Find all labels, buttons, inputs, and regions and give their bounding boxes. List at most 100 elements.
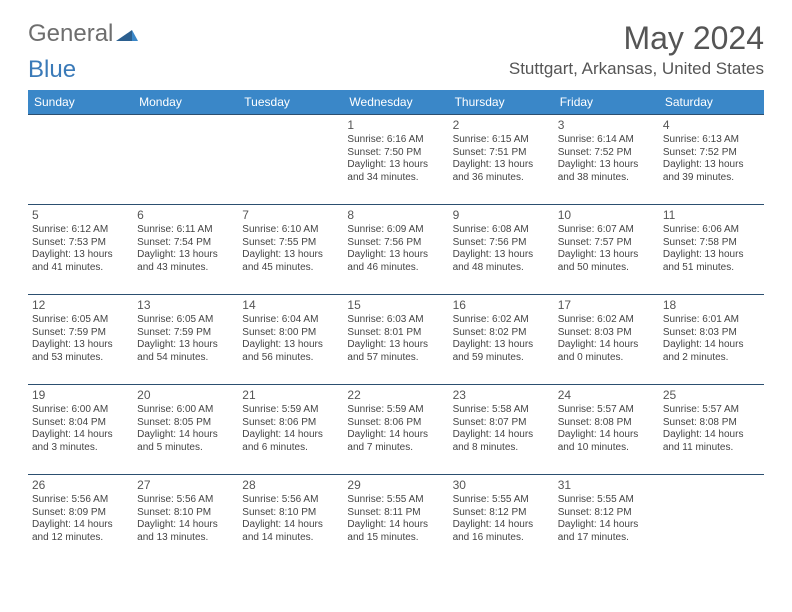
calendar-day-cell: 14Sunrise: 6:04 AMSunset: 8:00 PMDayligh… [238,295,343,385]
sunset-line: Sunset: 8:03 PM [663,327,760,340]
calendar-day-cell: 17Sunrise: 6:02 AMSunset: 8:03 PMDayligh… [554,295,659,385]
daylight-line: Daylight: 13 hours and 57 minutes. [347,339,444,364]
weekday-header-row: SundayMondayTuesdayWednesdayThursdayFrid… [28,90,764,115]
sunset-line: Sunset: 8:10 PM [137,507,234,520]
calendar-day-cell: 22Sunrise: 5:59 AMSunset: 8:06 PMDayligh… [343,385,448,475]
day-number: 12 [32,298,129,313]
day-number: 14 [242,298,339,313]
daylight-line: Daylight: 14 hours and 17 minutes. [558,519,655,544]
daylight-line: Daylight: 13 hours and 41 minutes. [32,249,129,274]
day-number: 22 [347,388,444,403]
sunrise-line: Sunrise: 6:02 AM [558,314,655,327]
day-number: 17 [558,298,655,313]
daylight-line: Daylight: 13 hours and 51 minutes. [663,249,760,274]
day-number: 16 [453,298,550,313]
sunset-line: Sunset: 7:53 PM [32,237,129,250]
sunset-line: Sunset: 8:00 PM [242,327,339,340]
daylight-line: Daylight: 14 hours and 10 minutes. [558,429,655,454]
sunrise-line: Sunrise: 5:56 AM [32,494,129,507]
sunrise-line: Sunrise: 6:15 AM [453,134,550,147]
sunrise-line: Sunrise: 5:57 AM [663,404,760,417]
sunset-line: Sunset: 7:52 PM [558,147,655,160]
sunset-line: Sunset: 8:07 PM [453,417,550,430]
daylight-line: Daylight: 13 hours and 45 minutes. [242,249,339,274]
daylight-line: Daylight: 13 hours and 43 minutes. [137,249,234,274]
day-number: 30 [453,478,550,493]
sunrise-line: Sunrise: 6:02 AM [453,314,550,327]
day-number: 5 [32,208,129,223]
day-number: 3 [558,118,655,133]
daylight-line: Daylight: 13 hours and 50 minutes. [558,249,655,274]
daylight-line: Daylight: 14 hours and 5 minutes. [137,429,234,454]
sunrise-line: Sunrise: 5:57 AM [558,404,655,417]
weekday-header: Wednesday [343,90,448,115]
day-number: 19 [32,388,129,403]
weekday-header: Thursday [449,90,554,115]
sunrise-line: Sunrise: 5:55 AM [347,494,444,507]
sunset-line: Sunset: 7:52 PM [663,147,760,160]
sunrise-line: Sunrise: 6:04 AM [242,314,339,327]
calendar-day-cell: 29Sunrise: 5:55 AMSunset: 8:11 PMDayligh… [343,475,448,565]
sunset-line: Sunset: 7:58 PM [663,237,760,250]
sunset-line: Sunset: 7:56 PM [347,237,444,250]
weekday-header: Sunday [28,90,133,115]
daylight-line: Daylight: 13 hours and 38 minutes. [558,159,655,184]
daylight-line: Daylight: 14 hours and 15 minutes. [347,519,444,544]
sunset-line: Sunset: 8:08 PM [663,417,760,430]
calendar-day-cell: 2Sunrise: 6:15 AMSunset: 7:51 PMDaylight… [449,115,554,205]
calendar-day-cell: 1Sunrise: 6:16 AMSunset: 7:50 PMDaylight… [343,115,448,205]
calendar-day-cell: 23Sunrise: 5:58 AMSunset: 8:07 PMDayligh… [449,385,554,475]
sunrise-line: Sunrise: 5:59 AM [347,404,444,417]
calendar-day-cell: 25Sunrise: 5:57 AMSunset: 8:08 PMDayligh… [659,385,764,475]
day-number: 27 [137,478,234,493]
sunset-line: Sunset: 7:51 PM [453,147,550,160]
daylight-line: Daylight: 14 hours and 11 minutes. [663,429,760,454]
sunset-line: Sunset: 7:59 PM [137,327,234,340]
daylight-line: Daylight: 13 hours and 36 minutes. [453,159,550,184]
calendar-day-cell: 31Sunrise: 5:55 AMSunset: 8:12 PMDayligh… [554,475,659,565]
sunset-line: Sunset: 7:50 PM [347,147,444,160]
daylight-line: Daylight: 13 hours and 56 minutes. [242,339,339,364]
sunset-line: Sunset: 8:06 PM [242,417,339,430]
daylight-line: Daylight: 13 hours and 34 minutes. [347,159,444,184]
calendar-day-cell: 27Sunrise: 5:56 AMSunset: 8:10 PMDayligh… [133,475,238,565]
daylight-line: Daylight: 13 hours and 39 minutes. [663,159,760,184]
sunset-line: Sunset: 7:54 PM [137,237,234,250]
sunrise-line: Sunrise: 6:11 AM [137,224,234,237]
day-number: 31 [558,478,655,493]
daylight-line: Daylight: 13 hours and 53 minutes. [32,339,129,364]
day-number: 10 [558,208,655,223]
calendar-day-cell: 26Sunrise: 5:56 AMSunset: 8:09 PMDayligh… [28,475,133,565]
sunset-line: Sunset: 7:56 PM [453,237,550,250]
calendar-day-cell: 12Sunrise: 6:05 AMSunset: 7:59 PMDayligh… [28,295,133,385]
sunrise-line: Sunrise: 6:01 AM [663,314,760,327]
sunrise-line: Sunrise: 6:09 AM [347,224,444,237]
weekday-header: Tuesday [238,90,343,115]
sunrise-line: Sunrise: 6:10 AM [242,224,339,237]
sunrise-line: Sunrise: 5:59 AM [242,404,339,417]
daylight-line: Daylight: 13 hours and 59 minutes. [453,339,550,364]
sunset-line: Sunset: 7:57 PM [558,237,655,250]
calendar-day-cell: 15Sunrise: 6:03 AMSunset: 8:01 PMDayligh… [343,295,448,385]
logo-text-blue: Blue [28,56,76,83]
sunrise-line: Sunrise: 5:56 AM [242,494,339,507]
day-number: 26 [32,478,129,493]
sunset-line: Sunset: 8:03 PM [558,327,655,340]
calendar-week-row: 5Sunrise: 6:12 AMSunset: 7:53 PMDaylight… [28,205,764,295]
day-number: 29 [347,478,444,493]
sunrise-line: Sunrise: 6:08 AM [453,224,550,237]
daylight-line: Daylight: 14 hours and 2 minutes. [663,339,760,364]
sunset-line: Sunset: 8:12 PM [453,507,550,520]
daylight-line: Daylight: 13 hours and 48 minutes. [453,249,550,274]
calendar-day-cell: 3Sunrise: 6:14 AMSunset: 7:52 PMDaylight… [554,115,659,205]
calendar-day-cell: 18Sunrise: 6:01 AMSunset: 8:03 PMDayligh… [659,295,764,385]
calendar-week-row: 26Sunrise: 5:56 AMSunset: 8:09 PMDayligh… [28,475,764,565]
calendar-day-cell: 30Sunrise: 5:55 AMSunset: 8:12 PMDayligh… [449,475,554,565]
day-number: 13 [137,298,234,313]
calendar-day-cell: 10Sunrise: 6:07 AMSunset: 7:57 PMDayligh… [554,205,659,295]
calendar-day-cell: 16Sunrise: 6:02 AMSunset: 8:02 PMDayligh… [449,295,554,385]
weekday-header: Monday [133,90,238,115]
calendar-day-cell: 20Sunrise: 6:00 AMSunset: 8:05 PMDayligh… [133,385,238,475]
daylight-line: Daylight: 14 hours and 7 minutes. [347,429,444,454]
day-number: 24 [558,388,655,403]
